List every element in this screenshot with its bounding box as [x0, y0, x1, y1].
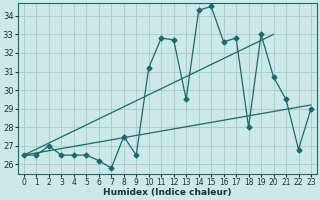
- X-axis label: Humidex (Indice chaleur): Humidex (Indice chaleur): [103, 188, 232, 197]
